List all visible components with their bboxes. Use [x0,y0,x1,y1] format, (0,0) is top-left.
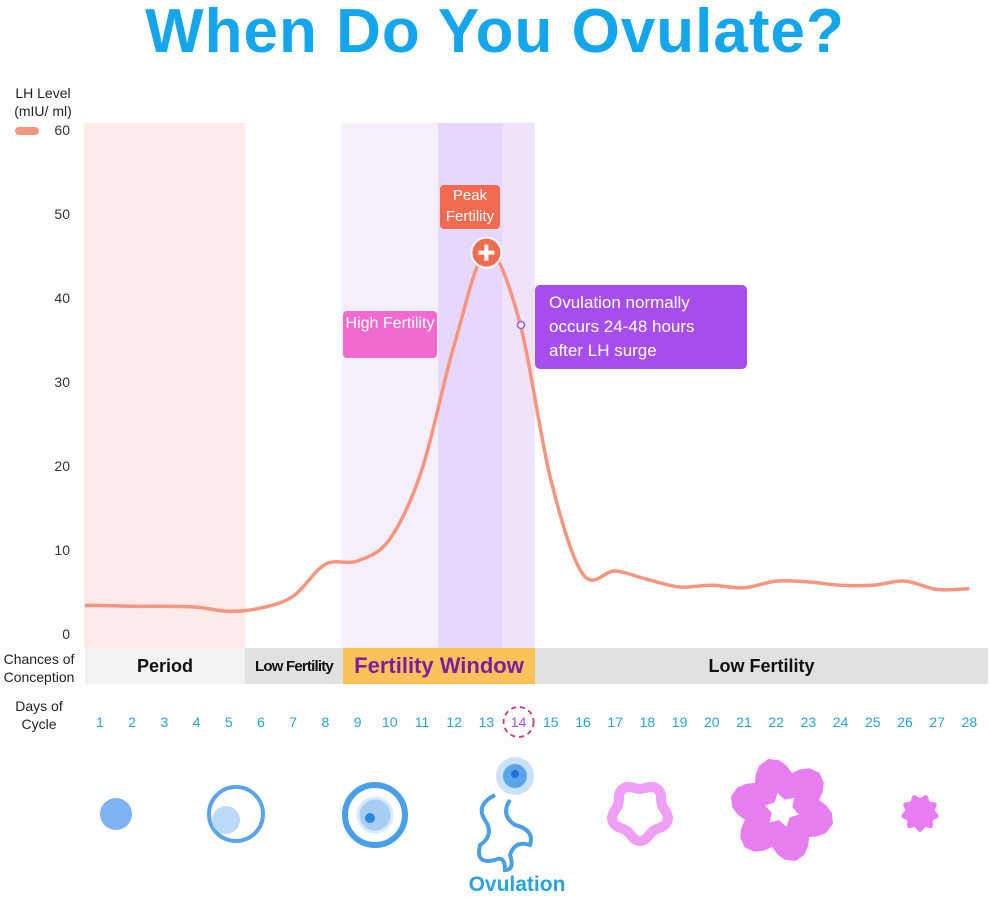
follicle-icon [207,785,265,843]
plus-icon [478,244,495,261]
follicle-icon [100,798,132,830]
day-tick-label: 3 [161,714,169,730]
day-tick-label: 11 [415,714,430,730]
legend-swatch [15,127,39,135]
day-tick-label: 23 [801,714,817,730]
segment-period: Period [85,648,245,684]
segment-low-fertility-late: Low Fertility [535,648,988,684]
day-tick-label: 16 [575,714,591,730]
y-tick-label: 50 [54,206,70,222]
callout-dot [516,320,526,330]
day-tick-label: 7 [289,714,297,730]
day-tick-label: 15 [543,714,559,730]
day-tick-label: 18 [640,714,656,730]
lh-curve [84,250,970,614]
day-tick-label: 17 [607,714,623,730]
follicle-icon [365,813,375,823]
follicle-icon [356,796,394,834]
day-tick-label: 19 [672,714,688,730]
y-tick-label: 10 [54,542,70,558]
page-title: When Do You Ovulate? [145,0,845,66]
y-tick-label: 40 [54,290,70,306]
day-tick-label: 24 [833,714,849,730]
day-tick-label: 9 [354,714,362,730]
day-tick-label: 22 [768,714,784,730]
day-tick-label: 5 [225,714,233,730]
corpus-luteum-icon [731,759,833,861]
follicle-icon [212,806,240,834]
highlight-day-circle [502,706,535,738]
segment-fertility-window: Fertility Window [343,648,535,684]
day-tick-label: 2 [128,714,136,730]
band-0 [83,123,245,648]
day-tick-label: 12 [446,714,462,730]
day-tick-label: 25 [865,714,881,730]
day-tick-label: 14 [511,714,527,730]
y-tick-label: 30 [54,374,70,390]
corpus-luteum-icon [607,781,673,847]
day-tick-label: 4 [193,714,201,730]
high-fertility-label: High Fertility [343,311,437,358]
day-tick-label: 20 [704,714,720,730]
day-tick-label: 13 [479,714,495,730]
day-tick-label: 21 [736,714,752,730]
day-tick-label: 8 [322,714,330,730]
corpus-albicans-icon [901,795,939,832]
day-tick-label: 10 [382,714,398,730]
y-tick-label: 20 [54,458,70,474]
follicle-icon [342,782,408,848]
y-axis-label: LH Level (mIU/ ml) [14,85,72,119]
day-tick-label: 26 [897,714,913,730]
ovulating-follicle-icon [477,793,533,873]
conception-label: Chances of Conception [3,651,75,685]
follicle-stages [100,757,939,873]
y-tick-label: 0 [62,626,70,642]
peak-fertility-label: Peak Fertility [440,185,500,229]
day-tick-label: 28 [962,714,978,730]
ovulation-label: Ovulation [468,873,566,896]
ovulation-note: Ovulation normally occurs 24-48 hours af… [535,285,747,369]
y-tick-label: 60 [54,122,70,138]
x-axis-label: Days of Cycle [15,698,63,732]
band-3 [502,123,535,648]
egg-icon [511,770,519,778]
segment-low-fertility-early: Low Fertility [245,648,343,684]
day-tick-label: 1 [96,714,104,730]
day-tick-label: 6 [257,714,265,730]
day-tick-label: 27 [929,714,945,730]
